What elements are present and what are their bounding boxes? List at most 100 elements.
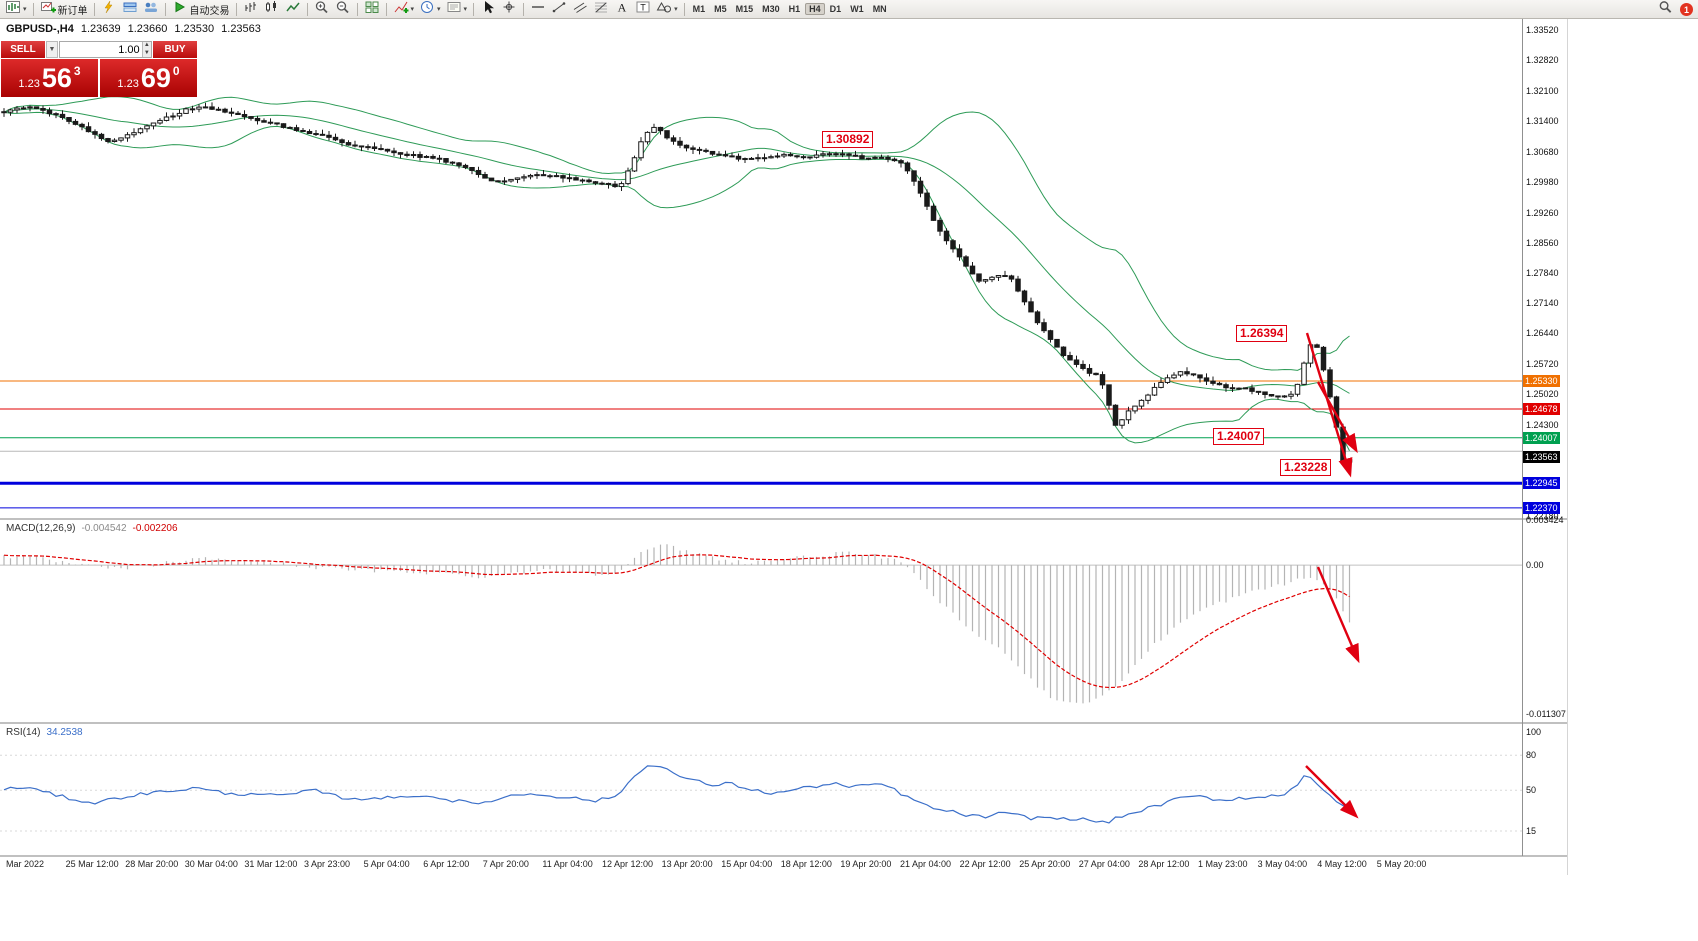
price-axis-badge: 1.22370 <box>1523 501 1560 514</box>
toolbar-separator <box>683 2 685 16</box>
cursor-tool[interactable] <box>478 0 498 18</box>
symbol-name: GBPUSD-,H4 <box>6 23 74 35</box>
timeframe-d1[interactable]: D1 <box>829 4 842 14</box>
timeframe-h1[interactable]: H1 <box>788 4 801 14</box>
buy-button[interactable]: BUY <box>153 41 197 58</box>
bar-chart-mode[interactable] <box>241 1 261 18</box>
hline-tool[interactable] <box>528 1 548 18</box>
tile-windows[interactable] <box>362 1 382 18</box>
sell-price-pip: 3 <box>73 64 81 78</box>
macd-axis-label: -0.011307 <box>1526 709 1566 719</box>
notification-badge[interactable]: 1 <box>1680 3 1693 16</box>
timeframe-m15[interactable]: M15 <box>735 4 754 14</box>
timeframe-m30[interactable]: M30 <box>762 4 780 14</box>
price-annotation[interactable]: 1.24007 <box>1213 428 1265 445</box>
timeframe-m5[interactable]: M5 <box>714 4 727 14</box>
sell-price-prefix: 1.23 <box>18 78 40 90</box>
sell-dropdown[interactable]: ▼ <box>46 41 58 58</box>
time-axis-label: 25 Apr 20:00 <box>1019 859 1071 869</box>
fibo-tool[interactable] <box>591 1 611 18</box>
time-axis-label: Mar 2022 <box>6 859 45 869</box>
time-axis-label: 6 Apr 12:00 <box>423 859 470 869</box>
ohlc-high: 1.23660 <box>127 23 168 35</box>
sell-button[interactable]: SELL <box>1 41 45 58</box>
timeframe-m1[interactable]: M1 <box>692 4 706 14</box>
price-axis-label: 1.26440 <box>1526 328 1559 339</box>
search-icon[interactable] <box>1658 0 1673 20</box>
macd-value-signal: -0.002206 <box>132 523 178 534</box>
channel-tool[interactable] <box>570 1 590 18</box>
price-axis-label: 1.31400 <box>1526 115 1559 126</box>
market-watch[interactable] <box>120 1 140 18</box>
timeframe-mn[interactable]: MN <box>872 4 887 14</box>
buy-price-prefix: 1.23 <box>117 78 139 90</box>
price-annotation[interactable]: 1.23228 <box>1280 459 1332 476</box>
label-tool[interactable]: T <box>633 1 653 18</box>
text-tool[interactable]: A <box>612 0 632 19</box>
price-axis-label: 1.29980 <box>1526 176 1559 187</box>
profiles[interactable] <box>99 0 119 19</box>
text-t-icon: T <box>635 0 651 19</box>
price-annotation[interactable]: 1.30892 <box>822 131 874 148</box>
lot-size-input[interactable] <box>60 42 142 57</box>
price-axis-badge: 1.25330 <box>1523 375 1560 387</box>
bars-chart-icon <box>243 0 259 19</box>
candles-chart-icon <box>264 0 280 19</box>
sell-price-box[interactable]: 1.23 56 3 <box>1 59 98 97</box>
zoom-in[interactable] <box>312 0 332 19</box>
new-chart[interactable]: ▾ <box>3 0 29 18</box>
navigator[interactable] <box>141 1 161 18</box>
price-axis-badge: 1.22945 <box>1523 477 1560 490</box>
users-icon <box>143 0 159 19</box>
time-axis-label: 19 Apr 20:00 <box>840 859 892 869</box>
zoom-out[interactable] <box>333 0 353 19</box>
price-axis-label: 1.27140 <box>1526 298 1559 309</box>
time-axis-label: 1 May 23:00 <box>1198 859 1248 869</box>
indicators-icon <box>393 0 409 19</box>
new-order-label: 新订单 <box>57 5 88 17</box>
macd-axis-label: 0.003424 <box>1526 515 1564 525</box>
lightning-icon <box>101 0 117 19</box>
lot-decrease-button[interactable]: ▼ <box>141 49 151 57</box>
svg-text:T: T <box>640 2 646 12</box>
time-axis-label: 31 Mar 12:00 <box>244 859 298 869</box>
line-chart-mode[interactable] <box>283 1 303 18</box>
time-axis-label: 21 Apr 04:00 <box>900 859 952 869</box>
macd-axis-label: 0.00 <box>1526 560 1544 571</box>
toolbar-separator <box>93 2 95 16</box>
zoom-in-icon <box>314 0 330 19</box>
price-axis-label: 1.32100 <box>1526 85 1559 96</box>
price-axis-badge: 1.24678 <box>1523 402 1560 415</box>
buy-price-pip: 0 <box>172 64 180 78</box>
auto-trading[interactable]: 自动交易 <box>170 1 232 18</box>
crosshair-tool[interactable] <box>499 1 519 18</box>
periods[interactable]: ▾ <box>417 0 443 18</box>
rsi-axis-label: 100 <box>1526 727 1542 737</box>
channel-icon <box>572 0 588 19</box>
time-axis-label: 4 May 12:00 <box>1317 859 1367 869</box>
toolbar-separator <box>473 2 475 16</box>
timeframe-w1[interactable]: W1 <box>850 4 864 14</box>
template-icon <box>446 0 462 19</box>
layers-icon <box>122 0 138 19</box>
time-axis-label: 13 Apr 20:00 <box>661 859 713 869</box>
text-a-icon: A <box>614 0 630 19</box>
price-annotation[interactable]: 1.26394 <box>1236 325 1288 342</box>
new-order[interactable]: 新订单 <box>38 1 90 18</box>
zoom-out-icon <box>335 0 351 19</box>
time-axis-label: 15 Apr 04:00 <box>721 859 773 869</box>
time-axis-label: 30 Mar 04:00 <box>184 859 238 869</box>
shapes-icon <box>656 0 672 19</box>
buy-price-box[interactable]: 1.23 69 0 <box>100 59 197 97</box>
candle-chart-mode[interactable] <box>262 0 282 19</box>
lot-increase-button[interactable]: ▲ <box>141 42 151 50</box>
templates[interactable]: ▾ <box>444 1 470 18</box>
trendline-tool[interactable] <box>549 1 569 18</box>
time-axis-label: 12 Apr 12:00 <box>602 859 654 869</box>
indicators[interactable]: ▾ <box>391 1 417 18</box>
macd-name: MACD(12,26,9) <box>6 523 76 534</box>
shapes-tool[interactable]: ▾ <box>654 1 680 18</box>
toolbar-separator <box>306 2 308 16</box>
timeframe-h4[interactable]: H4 <box>805 3 825 15</box>
